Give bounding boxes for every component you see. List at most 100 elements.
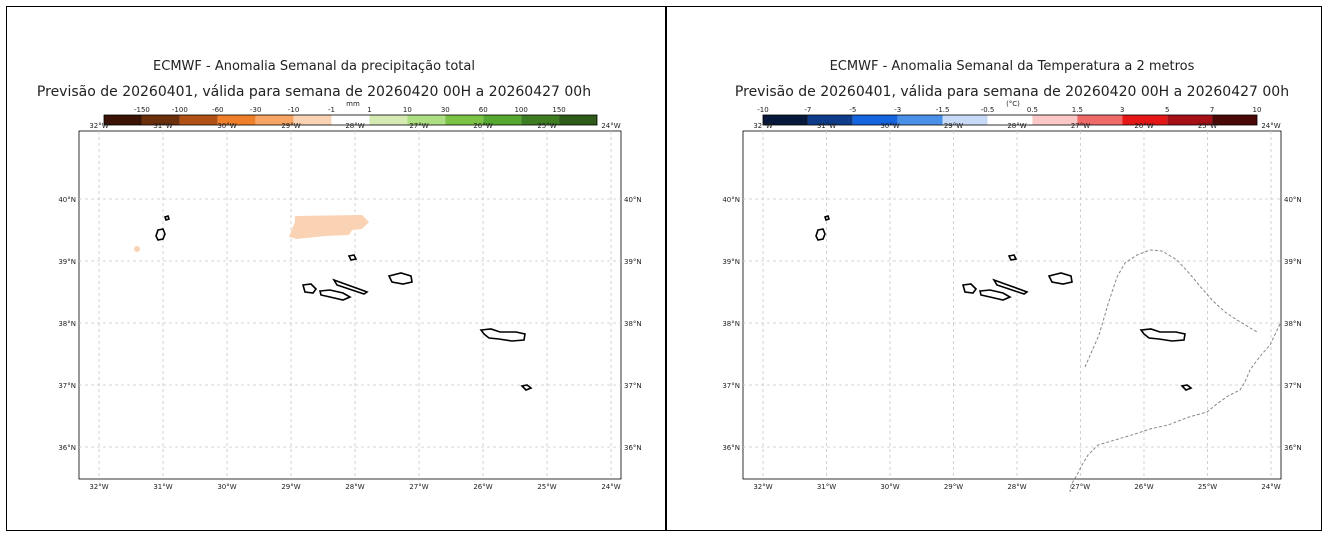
colorbar-swatch [1167, 115, 1213, 125]
colorbar-tick-label: 10 [403, 106, 412, 114]
latitude-tick-label: 39°N [624, 258, 642, 266]
colorbar-swatch [445, 115, 484, 125]
map-border [78, 130, 622, 480]
island-pico [978, 289, 1012, 301]
longitude-tick-label: 29°W [944, 483, 963, 491]
temperature-anomaly-map: ECMWF - Anomalia Semanal da Temperatura … [722, 59, 1302, 493]
precipitation-anomaly-map: ECMWF - Anomalia Semanal da precipitação… [37, 59, 642, 491]
colorbar-swatch [942, 115, 988, 125]
longitude-tick-label: 24°W [601, 483, 620, 491]
map-border [742, 130, 1282, 480]
colorbar-tick-label: -150 [134, 106, 150, 114]
colorbar-tick-label: -60 [212, 106, 223, 114]
longitude-tick-label: 31°W [817, 122, 836, 130]
island-faial [301, 283, 318, 294]
longitude-tick-label: 28°W [1007, 483, 1026, 491]
longitude-tick-label: 27°W [1071, 122, 1090, 130]
latitude-tick-label: 36°N [624, 444, 642, 452]
colorbar-swatch [255, 115, 294, 125]
colorbar-tick-label: -7 [804, 106, 811, 114]
island-graciosa [347, 254, 358, 261]
colorbar-swatch [763, 115, 808, 125]
latitude-tick-label: 38°N [58, 320, 76, 328]
longitude-tick-label: 30°W [880, 483, 899, 491]
colorbar-outline [103, 114, 598, 126]
latitude-tick-label: 40°N [58, 196, 76, 204]
precipitation-anomaly-patch [289, 215, 369, 239]
latitude-tick-label: 40°N [722, 196, 740, 204]
longitude-tick-label: 25°W [1198, 122, 1217, 130]
colorbar-swatch [521, 115, 560, 125]
colorbar-tick-label: 150 [552, 106, 565, 114]
temperature-anomaly-panel: ECMWF - Anomalia Semanal da Temperatura … [666, 6, 1322, 531]
colorbar-tick-label: 0.5 [1027, 106, 1038, 114]
latitude-tick-label: 38°N [722, 320, 740, 328]
longitude-tick-label: 27°W [409, 122, 428, 130]
latitude-tick-label: 37°N [624, 382, 642, 390]
latitude-tick-label: 37°N [1284, 382, 1302, 390]
colorbar-swatch [331, 115, 370, 125]
colorbar-tick-label: 60 [479, 106, 488, 114]
colorbar-swatch [141, 115, 180, 125]
longitude-tick-label: 24°W [1261, 483, 1280, 491]
colorbar-tick-label: 100 [514, 106, 527, 114]
map-title: ECMWF - Anomalia Semanal da precipitação… [153, 59, 475, 74]
longitude-tick-label: 24°W [1261, 122, 1280, 130]
colorbar-tick-label: 3 [1120, 106, 1124, 114]
longitude-tick-label: 31°W [817, 483, 836, 491]
island-flores [815, 228, 826, 241]
colorbar-swatch [407, 115, 446, 125]
colorbar-swatch [1032, 115, 1078, 125]
longitude-tick-label: 25°W [537, 122, 556, 130]
longitude-tick-label: 28°W [345, 122, 364, 130]
colorbar-swatch [559, 115, 597, 125]
latitude-tick-label: 39°N [58, 258, 76, 266]
latitude-tick-label: 36°N [1284, 444, 1302, 452]
colorbar-swatch [104, 115, 142, 125]
latitude-tick-label: 40°N [1284, 196, 1302, 204]
colorbar-tick-label: -1 [328, 106, 335, 114]
longitude-tick-label: 25°W [537, 483, 556, 491]
colorbar-tick-label: 1.5 [1072, 106, 1083, 114]
longitude-tick-label: 27°W [1071, 483, 1090, 491]
colorbar-tick-label: -30 [250, 106, 261, 114]
island-graciosa [1007, 254, 1018, 261]
island-terceira [387, 272, 413, 285]
latitude-tick-label: 36°N [58, 444, 76, 452]
longitude-tick-label: 26°W [1134, 122, 1153, 130]
map-frame: 32°W 32°W 31°W 31°W 30°W 30°W 29°W 29°W 28°W 28°W… [722, 122, 1301, 491]
precipitation-anomaly-panel: ECMWF - Anomalia Semanal da precipitação… [6, 6, 666, 531]
map-subtitle: Previsão de 20260401, válida para semana… [735, 84, 1289, 100]
colorbar-tick-label: -3 [894, 106, 901, 114]
anomaly-contour-line [1069, 323, 1281, 493]
latitude-tick-label: 37°N [722, 382, 740, 390]
colorbar-tick-label: 30 [441, 106, 450, 114]
longitude-tick-label: 31°W [153, 122, 172, 130]
colorbar-swatch [1077, 115, 1123, 125]
longitude-tick-label: 26°W [473, 483, 492, 491]
longitude-tick-label: 27°W [409, 483, 428, 491]
map-subtitle: Previsão de 20260401, válida para semana… [37, 84, 591, 100]
longitude-tick-label: 30°W [217, 122, 236, 130]
colorbar-swatch [807, 115, 853, 125]
colorbar-swatch [217, 115, 256, 125]
latitude-tick-label: 39°N [1284, 258, 1302, 266]
colorbar-swatch [369, 115, 408, 125]
island-sao-miguel [479, 328, 526, 342]
longitude-tick-label: 28°W [345, 483, 364, 491]
colorbar-tick-label: 1 [367, 106, 371, 114]
island-sao-jorge [332, 278, 369, 295]
island-sao-jorge [992, 278, 1029, 295]
colorbar-swatch [1122, 115, 1168, 125]
island-santa-maria [520, 384, 533, 391]
longitude-tick-label: 29°W [281, 122, 300, 130]
longitude-tick-label: 32°W [89, 122, 108, 130]
longitude-tick-label: 30°W [880, 122, 899, 130]
latitude-tick-label: 38°N [624, 320, 642, 328]
colorbar-tick-label: 10 [1253, 106, 1262, 114]
longitude-tick-label: 24°W [601, 122, 620, 130]
colorbar: -150 -100 -60 -30 -10 -1 1 10 30 60 100 150 [103, 106, 598, 126]
azores-coastlines [155, 214, 533, 391]
colorbar: -10 -7 -5 -3 -1.5 -0.5 0.5 1.5 3 5 7 10 [757, 106, 1262, 126]
island-faial [961, 283, 978, 294]
